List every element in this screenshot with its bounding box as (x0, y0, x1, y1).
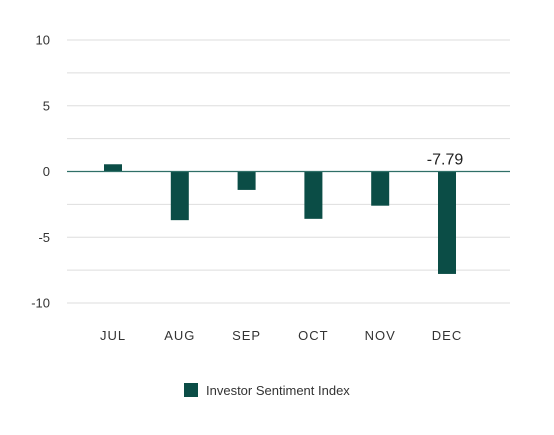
gridlines (67, 39, 510, 304)
bar-nov (371, 171, 390, 206)
x-tick-label: SEP (232, 328, 261, 343)
x-tick-label: DEC (432, 328, 462, 343)
x-tick-label: AUG (164, 328, 195, 343)
x-axis: JUL AUG SEP OCT NOV DEC (100, 328, 462, 343)
y-tick-label: 0 (43, 164, 50, 179)
x-tick-label: OCT (298, 328, 328, 343)
data-label: -7.79 (427, 152, 464, 169)
bar-jul (104, 164, 122, 172)
bar-dec (438, 171, 456, 274)
legend-label: Investor Sentiment Index (206, 383, 350, 398)
y-tick-label: -5 (38, 230, 50, 245)
y-axis: 10 5 0 -5 -10 (31, 33, 50, 311)
bar-oct (304, 171, 323, 219)
y-tick-label: 5 (43, 98, 50, 113)
x-tick-label: NOV (365, 328, 396, 343)
bars (104, 164, 456, 274)
bar-aug (170, 171, 189, 221)
y-tick-label: 10 (36, 33, 50, 48)
bar-sep (237, 171, 256, 190)
x-tick-label: JUL (100, 328, 126, 343)
legend-swatch (184, 383, 198, 397)
legend: Investor Sentiment Index (184, 383, 350, 398)
y-tick-label: -10 (31, 296, 50, 311)
